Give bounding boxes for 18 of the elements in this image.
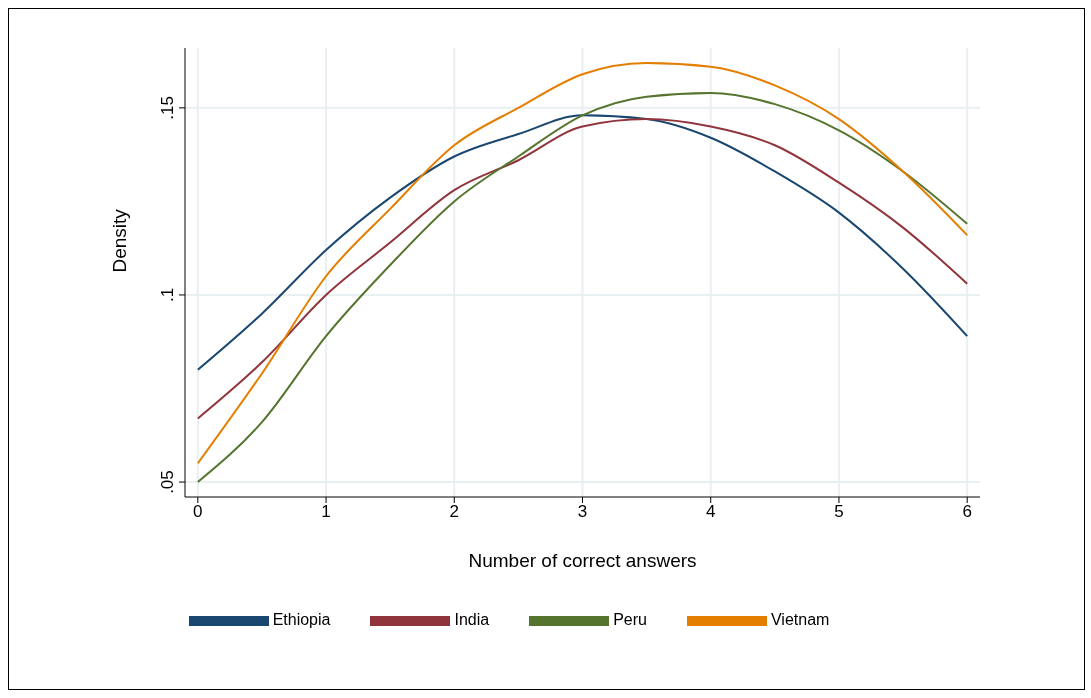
x-axis-title: Number of correct answers: [468, 550, 697, 571]
legend-label: Peru: [613, 611, 647, 629]
x-tick-label: 3: [577, 502, 588, 522]
y-tick-label: .15: [158, 96, 177, 120]
legend-label: India: [454, 611, 490, 629]
line-series: [196, 118, 969, 420]
y-tick-label: .1: [158, 287, 177, 303]
y-tick-label: .05: [158, 470, 177, 494]
x-tick-label: 2: [449, 502, 460, 522]
x-tick-label: 0: [193, 502, 203, 522]
x-tick-label: 1: [321, 502, 331, 522]
legend-label: Ethiopia: [272, 611, 331, 629]
line-series: [196, 114, 969, 371]
legend-label: Vietnam: [770, 611, 830, 629]
x-tick-label: 4: [705, 502, 716, 522]
x-tick-label: 6: [962, 502, 972, 522]
y-axis-title: Density: [108, 208, 130, 273]
x-tick-label: 5: [834, 502, 844, 522]
